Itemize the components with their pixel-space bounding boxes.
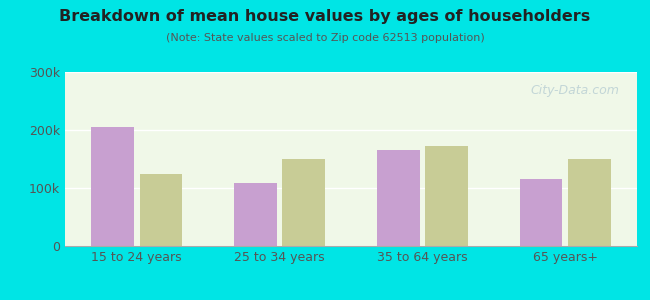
Bar bbox=[234, 183, 277, 246]
Text: Breakdown of mean house values by ages of householders: Breakdown of mean house values by ages o… bbox=[59, 9, 591, 24]
Bar bbox=[140, 173, 183, 246]
Bar bbox=[377, 150, 419, 246]
Text: City-Data.com: City-Data.com bbox=[531, 84, 620, 97]
Bar bbox=[519, 179, 562, 246]
Text: (Note: State values scaled to Zip code 62513 population): (Note: State values scaled to Zip code 6… bbox=[166, 33, 484, 43]
Bar bbox=[425, 146, 468, 246]
Bar bbox=[91, 127, 134, 246]
Bar bbox=[283, 159, 325, 246]
Bar bbox=[568, 159, 611, 246]
